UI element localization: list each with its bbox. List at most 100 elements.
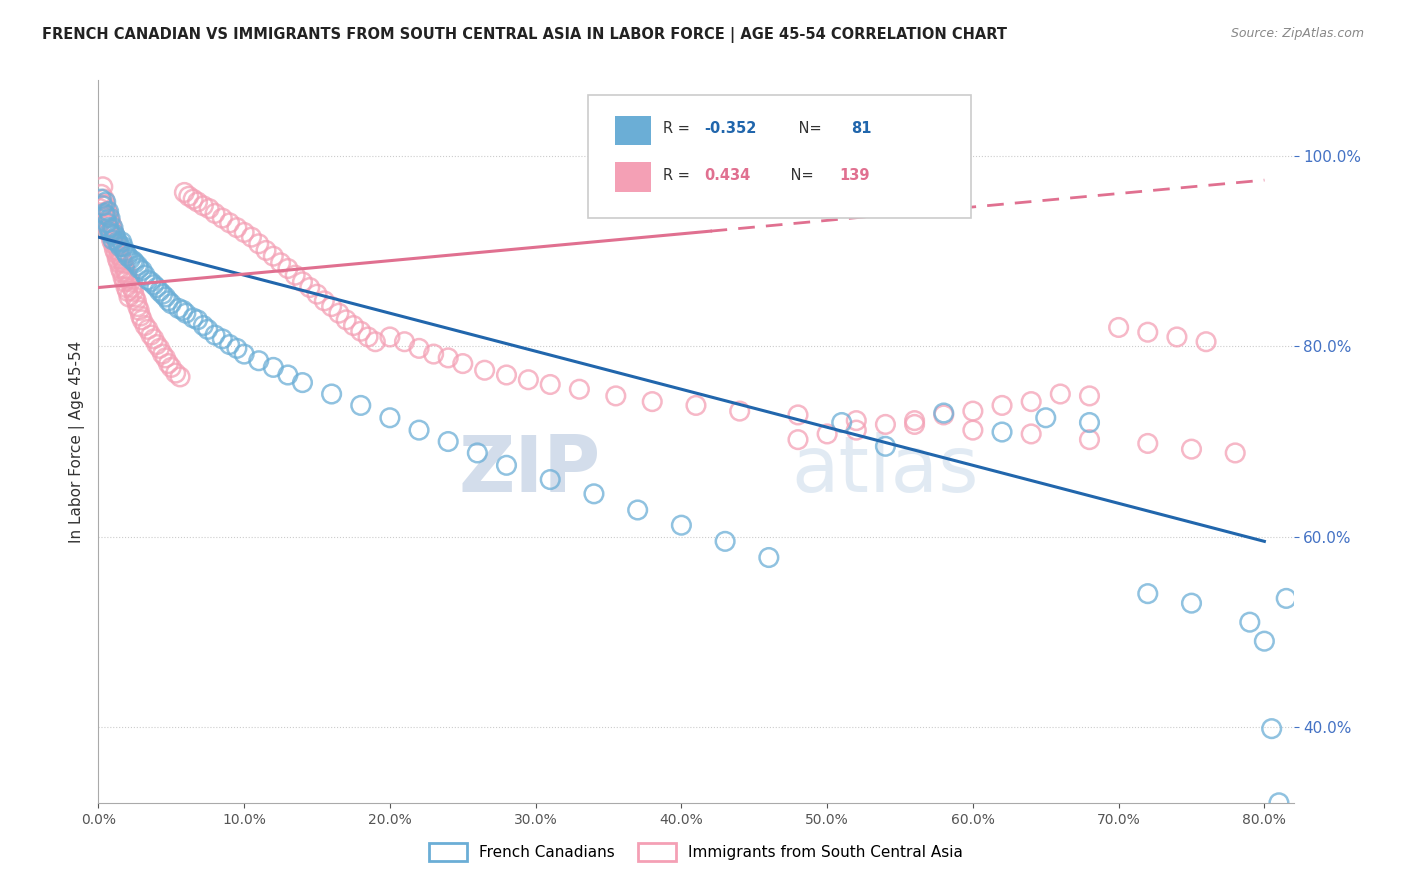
Point	[97, 220, 120, 235]
Point	[96, 218, 118, 232]
Point	[127, 259, 149, 273]
FancyBboxPatch shape	[614, 162, 651, 193]
Point	[127, 300, 149, 314]
Point	[152, 347, 174, 361]
Point	[93, 206, 115, 220]
Text: FRENCH CANADIAN VS IMMIGRANTS FROM SOUTH CENTRAL ASIA IN LABOR FORCE | AGE 45-54: FRENCH CANADIAN VS IMMIGRANTS FROM SOUTH…	[42, 27, 1007, 43]
Point	[112, 256, 135, 270]
Point	[114, 244, 136, 259]
Point	[1108, 320, 1130, 334]
Point	[1180, 442, 1202, 457]
Point	[1049, 387, 1071, 401]
Point	[845, 414, 868, 428]
Point	[247, 353, 270, 368]
Point	[149, 285, 172, 299]
Point	[145, 280, 167, 294]
Point	[378, 330, 401, 344]
Point	[112, 240, 135, 254]
Point	[254, 244, 277, 258]
Point	[284, 268, 307, 282]
Point	[845, 423, 868, 437]
Point	[104, 233, 127, 247]
Point	[128, 261, 150, 276]
Point	[121, 280, 143, 294]
Point	[115, 246, 138, 260]
Point	[165, 366, 187, 380]
Point	[262, 249, 284, 263]
Point	[932, 408, 955, 422]
Point	[538, 377, 561, 392]
Point	[93, 206, 115, 220]
FancyBboxPatch shape	[589, 95, 972, 218]
Point	[94, 208, 117, 222]
Point	[517, 373, 540, 387]
Point	[467, 446, 489, 460]
Point	[305, 287, 328, 301]
Point	[335, 313, 357, 327]
Point	[342, 318, 364, 333]
Point	[155, 290, 177, 304]
Point	[321, 300, 343, 314]
Point	[991, 425, 1014, 439]
Point	[142, 332, 165, 346]
Point	[157, 293, 180, 308]
Point	[875, 417, 897, 432]
Point	[174, 306, 197, 320]
Point	[160, 296, 183, 310]
Point	[1078, 416, 1101, 430]
Point	[1136, 436, 1159, 450]
Point	[90, 187, 112, 202]
Point	[1180, 596, 1202, 610]
Point	[98, 227, 121, 242]
Point	[193, 318, 215, 333]
Point	[117, 271, 139, 285]
Point	[225, 220, 247, 235]
Point	[94, 194, 117, 209]
Text: 81: 81	[852, 121, 872, 136]
Text: R =: R =	[662, 169, 695, 183]
Point	[105, 252, 128, 266]
Point	[160, 360, 183, 375]
Point	[495, 458, 517, 473]
Point	[1166, 330, 1188, 344]
Point	[1136, 587, 1159, 601]
Point	[1136, 325, 1159, 339]
Point	[105, 240, 128, 254]
Point	[115, 280, 138, 294]
Text: 0.434: 0.434	[704, 169, 751, 183]
Point	[112, 271, 135, 285]
Point	[108, 236, 131, 251]
Point	[247, 236, 270, 251]
Point	[204, 206, 226, 220]
Point	[157, 357, 180, 371]
Point	[105, 235, 128, 249]
Point	[181, 310, 204, 325]
Point	[568, 382, 591, 396]
Point	[627, 503, 650, 517]
Point	[94, 211, 117, 226]
Text: Source: ZipAtlas.com: Source: ZipAtlas.com	[1230, 27, 1364, 40]
Point	[91, 179, 114, 194]
Point	[357, 330, 380, 344]
Point	[350, 324, 373, 338]
Point	[291, 376, 314, 390]
Point	[262, 360, 284, 375]
Point	[991, 398, 1014, 412]
Point	[90, 192, 112, 206]
Point	[134, 318, 156, 333]
Point	[94, 199, 117, 213]
Point	[1195, 334, 1218, 349]
Point	[932, 406, 955, 420]
Point	[298, 280, 321, 294]
FancyBboxPatch shape	[614, 115, 651, 145]
Point	[714, 534, 737, 549]
Point	[787, 408, 810, 422]
Point	[233, 347, 256, 361]
Text: R =: R =	[662, 121, 695, 136]
Point	[93, 192, 115, 206]
Text: N=: N=	[794, 121, 827, 136]
Point	[903, 417, 925, 432]
Point	[831, 416, 853, 430]
Point	[328, 306, 350, 320]
Point	[136, 322, 159, 336]
